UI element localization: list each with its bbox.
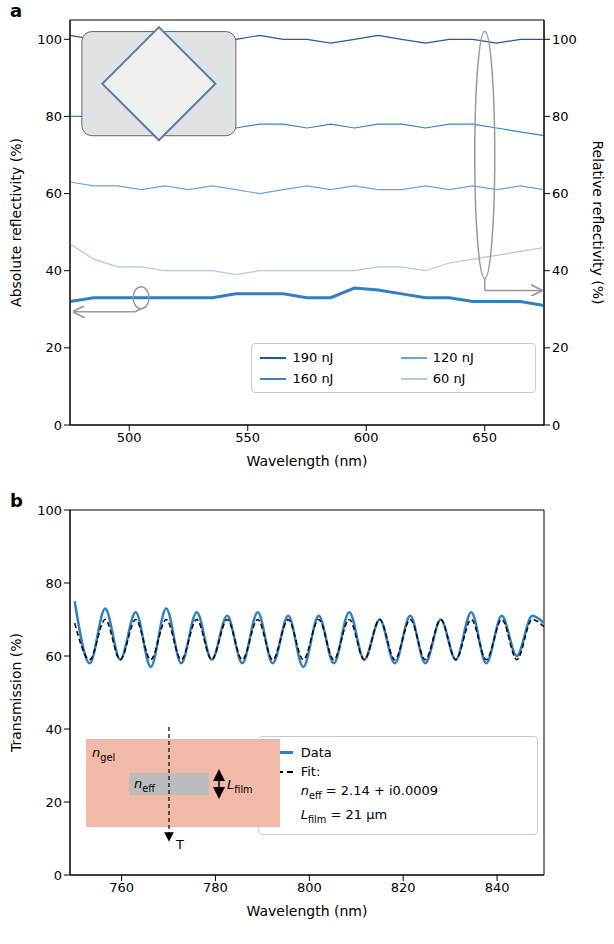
svg-text:840: 840 bbox=[485, 880, 510, 895]
svg-text:80: 80 bbox=[552, 109, 569, 124]
svg-text:760: 760 bbox=[109, 880, 134, 895]
html-text:120 nJ: 120 nJ bbox=[432, 350, 474, 365]
svg-text:780: 780 bbox=[203, 880, 228, 895]
svg-text:600: 600 bbox=[354, 430, 379, 445]
svg-text:Absolute reflectivity (%): Absolute reflectivity (%) bbox=[8, 138, 24, 307]
svg-text:40: 40 bbox=[45, 263, 62, 278]
svg-text:60: 60 bbox=[45, 649, 62, 664]
svg-text:Lfilm: Lfilm bbox=[227, 777, 253, 795]
svg-text:0: 0 bbox=[54, 418, 62, 433]
svg-text:800: 800 bbox=[297, 880, 322, 895]
svg-text:T: T bbox=[175, 837, 184, 852]
svg-text:40: 40 bbox=[45, 722, 62, 737]
svg-text:0: 0 bbox=[54, 868, 62, 883]
svg-text:80: 80 bbox=[45, 109, 62, 124]
svg-text:550: 550 bbox=[235, 430, 260, 445]
svg-text:100: 100 bbox=[37, 32, 62, 47]
svg-text:60: 60 bbox=[45, 186, 62, 201]
html-text:a: a bbox=[10, 0, 23, 21]
html-text:190 nJ: 190 nJ bbox=[292, 350, 334, 365]
svg-text:60: 60 bbox=[552, 186, 569, 201]
svg-text:20: 20 bbox=[45, 340, 62, 355]
html-text:b: b bbox=[10, 490, 23, 511]
svg-text:neff: neff bbox=[134, 776, 155, 794]
html-text:160 nJ: 160 nJ bbox=[292, 371, 334, 386]
svg-text:ngel: ngel bbox=[92, 745, 115, 763]
svg-text:500: 500 bbox=[117, 430, 142, 445]
svg-text:Transmission (%): Transmission (%) bbox=[8, 633, 24, 753]
svg-text:Wavelength (nm): Wavelength (nm) bbox=[247, 903, 368, 919]
html-text:Fit:: Fit: bbox=[300, 764, 321, 780]
svg-text:20: 20 bbox=[552, 340, 569, 355]
html-text:neff= 2.14 + i0.0009: neff= 2.14 + i0.0009 bbox=[300, 783, 438, 801]
svg-text:20: 20 bbox=[45, 795, 62, 810]
svg-text:0: 0 bbox=[552, 418, 560, 433]
svg-text:80: 80 bbox=[45, 576, 62, 591]
svg-text:Wavelength (nm): Wavelength (nm) bbox=[247, 453, 368, 469]
svg-text:650: 650 bbox=[472, 430, 497, 445]
html-text:Lfilm= 21 μm: Lfilm= 21 μm bbox=[300, 806, 388, 825]
svg-text:100: 100 bbox=[552, 32, 577, 47]
svg-text:40: 40 bbox=[552, 263, 569, 278]
html-text:Data: Data bbox=[300, 745, 332, 761]
svg-text:Relative reflectivity (%): Relative reflectivity (%) bbox=[590, 140, 606, 304]
html-text:60 nJ: 60 nJ bbox=[432, 371, 466, 386]
svg-text:820: 820 bbox=[391, 880, 416, 895]
svg-text:100: 100 bbox=[37, 503, 62, 518]
